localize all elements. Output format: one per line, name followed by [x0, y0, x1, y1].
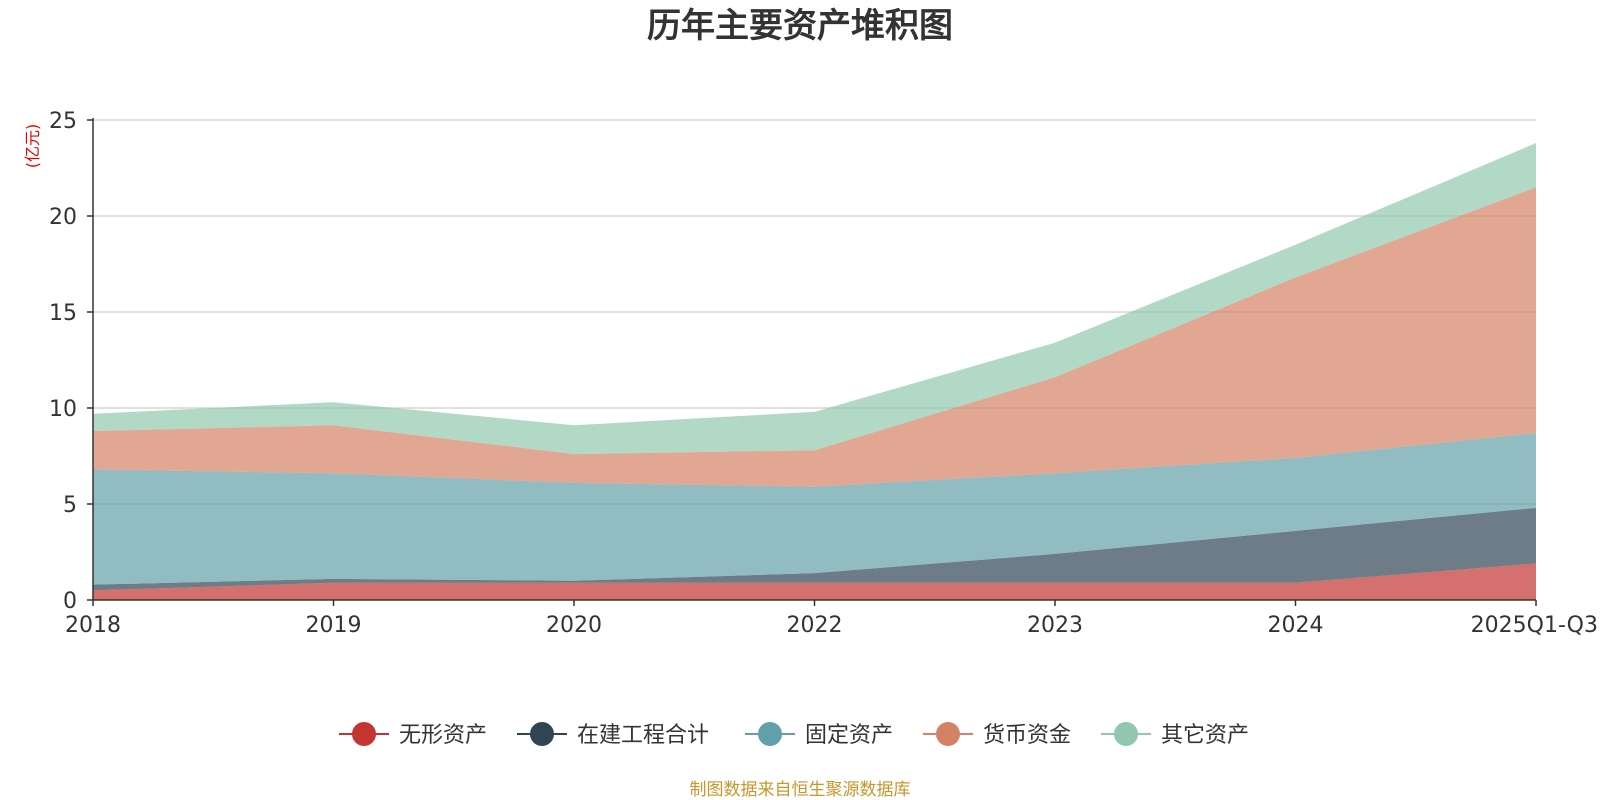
legend-marker — [530, 722, 554, 746]
y-tick-label: 20 — [49, 205, 77, 230]
chart-title: 历年主要资产堆积图 — [647, 6, 953, 46]
y-tick-label: 10 — [49, 397, 77, 422]
x-tick-label: 2022 — [787, 613, 843, 638]
y-tick-label: 5 — [63, 493, 77, 518]
y-tick-label: 15 — [49, 301, 77, 326]
y-tick-labels: 0 5 10 15 20 25 — [49, 109, 93, 614]
area-固定资产 — [93, 432, 1536, 585]
legend-marker — [1114, 722, 1138, 746]
x-tick-label: 2025Q1-Q3 — [1471, 613, 1598, 638]
area-货币资金 — [93, 187, 1536, 487]
legend-marker — [936, 722, 960, 746]
area-无形资产 — [93, 563, 1536, 600]
x-tick-label: 2023 — [1027, 613, 1083, 638]
legend-item-固定资产[interactable]: 固定资产 — [745, 722, 893, 748]
x-tick-labels: 2018 2019 2020 2022 2023 2024 2025Q1-Q3 — [65, 600, 1598, 638]
legend-marker — [352, 722, 376, 746]
legend-item-其它资产[interactable]: 其它资产 — [1101, 722, 1249, 748]
legend-label: 固定资产 — [805, 723, 893, 748]
legend-item-货币资金[interactable]: 货币资金 — [923, 722, 1071, 748]
source-note: 制图数据来自恒生聚源数据库 — [690, 780, 911, 800]
legend-label: 在建工程合计 — [577, 723, 709, 748]
x-tick-label: 2024 — [1268, 613, 1324, 638]
legend-label: 其它资产 — [1161, 723, 1249, 748]
legend-item-在建工程合计[interactable]: 在建工程合计 — [517, 722, 709, 748]
legend-item-无形资产[interactable]: 无形资产 — [339, 722, 487, 748]
y-axis-unit: (亿元) — [23, 124, 42, 169]
area-series — [93, 143, 1536, 600]
y-tick-label: 0 — [63, 589, 77, 614]
x-tick-label: 2019 — [306, 613, 362, 638]
x-tick-label: 2018 — [65, 613, 121, 638]
legend-marker — [758, 722, 782, 746]
y-tick-label: 25 — [49, 109, 77, 134]
legend: 无形资产 在建工程合计 固定资产 货币资金 其它资产 — [339, 722, 1249, 748]
area-在建工程合计 — [93, 507, 1536, 591]
legend-label: 货币资金 — [983, 723, 1071, 748]
legend-label: 无形资产 — [399, 723, 487, 748]
x-tick-label: 2020 — [546, 613, 602, 638]
area-其它资产 — [93, 143, 1536, 455]
